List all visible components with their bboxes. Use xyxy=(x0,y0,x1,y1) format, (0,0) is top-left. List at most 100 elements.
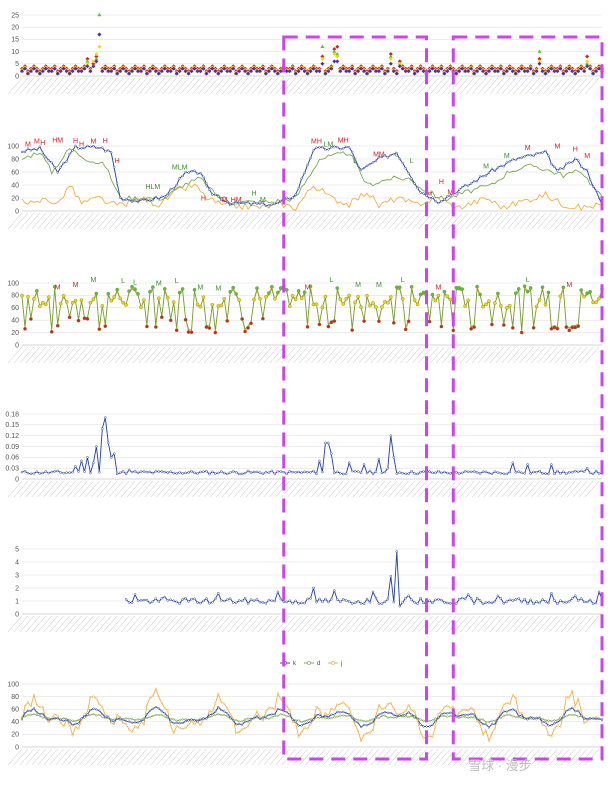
marker-red xyxy=(585,54,590,59)
legend-marker-d xyxy=(307,661,311,665)
series-point xyxy=(115,472,119,476)
series-point xyxy=(556,469,559,473)
k-point xyxy=(232,719,235,722)
x-tick-mark xyxy=(531,346,546,364)
k-point xyxy=(422,192,425,195)
x-tick-mark xyxy=(335,77,350,95)
j-point xyxy=(53,713,56,716)
d-point xyxy=(568,713,571,716)
x-tick-mark xyxy=(400,480,415,498)
x-tick-mark xyxy=(394,346,409,364)
series-point xyxy=(440,598,443,602)
series-point xyxy=(356,599,360,603)
oscillator-point xyxy=(70,300,75,305)
series-point xyxy=(573,469,577,473)
marker-purple xyxy=(79,69,84,74)
d-point xyxy=(479,718,482,721)
x-tick-mark xyxy=(257,77,273,95)
series-point xyxy=(481,602,485,606)
k-point xyxy=(62,719,65,722)
x-tick-mark xyxy=(251,615,267,633)
k-point xyxy=(110,151,113,154)
series-point xyxy=(374,470,378,473)
oscillator-point xyxy=(35,289,39,293)
series-point xyxy=(341,597,345,601)
series-point xyxy=(573,594,577,598)
series-point xyxy=(437,598,440,601)
series-point xyxy=(217,471,220,475)
k-point xyxy=(303,171,306,175)
marker-purple xyxy=(368,69,372,74)
oscillator-point xyxy=(522,284,527,289)
x-tick-mark xyxy=(418,77,433,95)
series-point xyxy=(478,599,482,602)
x-tick-mark xyxy=(227,77,243,95)
oscillator-point xyxy=(76,318,81,323)
d-point xyxy=(360,719,363,722)
oscillator-point xyxy=(299,296,304,300)
series-point xyxy=(523,597,526,601)
x-tick-mark xyxy=(79,346,94,364)
series-point xyxy=(437,469,440,473)
series-point xyxy=(166,471,169,474)
x-tick-mark xyxy=(346,77,362,95)
series-d xyxy=(21,148,603,205)
series-point xyxy=(455,471,458,474)
k-point xyxy=(356,164,360,168)
oscillator-point xyxy=(106,291,111,296)
point-label: M xyxy=(215,286,221,293)
series-point xyxy=(434,598,437,602)
k-point xyxy=(318,146,321,149)
marker-yellow xyxy=(85,61,90,66)
x-tick-mark xyxy=(67,615,82,633)
series-point xyxy=(264,602,268,605)
j-point xyxy=(178,726,181,729)
series-point xyxy=(246,602,250,605)
d-point xyxy=(148,715,151,718)
k-point xyxy=(383,711,386,714)
j-point xyxy=(342,701,345,704)
point-label: M xyxy=(156,281,162,288)
d-point xyxy=(285,715,288,718)
x-tick-mark xyxy=(186,748,201,766)
oscillator-point xyxy=(540,285,545,290)
x-tick-mark xyxy=(311,346,326,364)
d-point xyxy=(470,716,473,719)
x-tick-mark xyxy=(73,346,88,364)
marker-purple xyxy=(510,69,515,74)
oscillator-point xyxy=(460,287,465,291)
oscillator-point xyxy=(558,294,563,299)
y-tick-label: 0 xyxy=(15,342,19,349)
d-point xyxy=(273,714,276,718)
oscillator-point xyxy=(216,304,221,308)
x-tick-mark xyxy=(567,748,582,766)
x-tick-mark xyxy=(495,748,510,766)
x-tick-mark xyxy=(584,748,600,766)
point-label: M xyxy=(55,284,61,291)
point-label: L xyxy=(329,277,333,284)
marker-green xyxy=(94,56,99,61)
k-point xyxy=(104,150,107,153)
oscillator-point xyxy=(561,285,566,290)
x-tick-mark xyxy=(156,346,171,364)
x-tick-mark xyxy=(13,615,29,633)
k-point xyxy=(562,167,565,170)
marker-purple xyxy=(61,66,66,71)
x-tick-mark xyxy=(370,480,386,498)
x-tick-mark xyxy=(138,480,154,498)
j-point xyxy=(595,716,598,719)
series-point xyxy=(362,602,366,605)
x-tick-mark xyxy=(245,77,261,95)
j-point xyxy=(199,724,202,727)
oscillator-point xyxy=(368,303,372,308)
series-point xyxy=(303,470,306,474)
oscillator-point xyxy=(329,320,334,325)
series-point xyxy=(339,472,342,475)
k-point xyxy=(484,174,488,177)
x-tick-mark xyxy=(305,615,320,633)
marker-purple xyxy=(525,69,530,74)
marker-purple xyxy=(308,69,313,74)
d-point xyxy=(371,718,375,721)
x-tick-mark xyxy=(245,480,261,498)
k-point xyxy=(223,199,226,203)
